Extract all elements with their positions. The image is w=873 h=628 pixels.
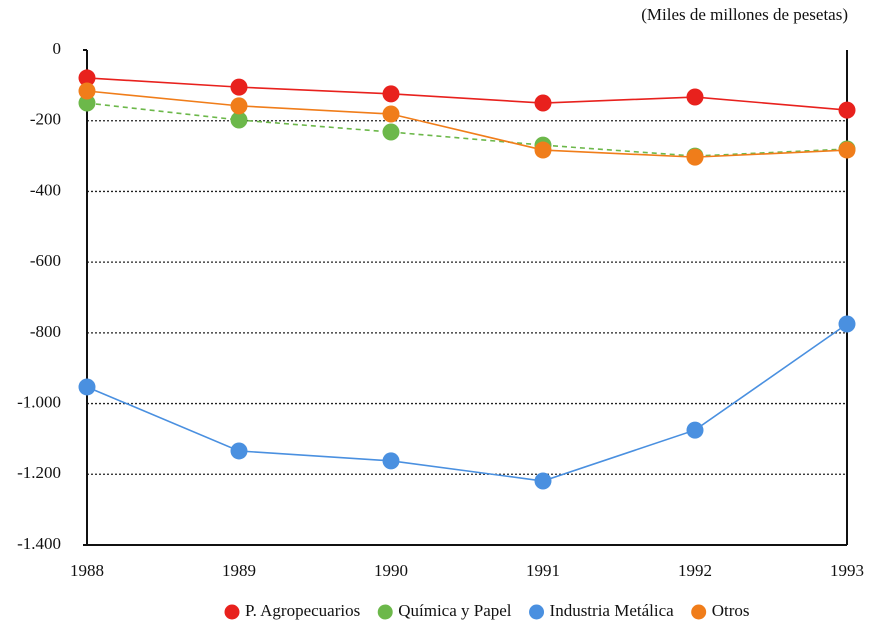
y-tick-label: -800: [30, 322, 61, 341]
data-point: [838, 315, 856, 333]
data-point: [230, 97, 248, 115]
x-tick-label: 1992: [678, 561, 712, 580]
data-point: [382, 85, 400, 103]
data-point: [534, 141, 552, 159]
data-point: [382, 105, 400, 123]
x-tick-label: 1990: [374, 561, 408, 580]
series: [78, 315, 856, 490]
data-point: [686, 421, 704, 439]
data-point: [382, 452, 400, 470]
data-point: [686, 88, 704, 106]
data-point: [78, 94, 96, 112]
series: [78, 69, 856, 119]
data-point: [230, 78, 248, 96]
legend-label: Otros: [712, 601, 750, 620]
y-tick-label: -1.000: [17, 392, 61, 411]
data-point: [382, 123, 400, 141]
legend-label: Industria Metálica: [550, 601, 675, 620]
data-point: [838, 101, 856, 119]
data-point: [686, 148, 704, 166]
data-point: [230, 111, 248, 129]
data-point: [534, 94, 552, 112]
legend-label: Química y Papel: [398, 601, 512, 620]
legend-marker: [529, 604, 545, 620]
legend-label: P. Agropecuarios: [245, 601, 360, 620]
data-point: [838, 141, 856, 159]
series-line: [86, 323, 848, 482]
series-line: [86, 102, 848, 157]
x-tick-label: 1993: [830, 561, 864, 580]
x-tick-label: 1989: [222, 561, 256, 580]
data-point: [78, 82, 96, 100]
y-tick-label: -1.400: [17, 534, 61, 553]
y-tick-label: -1.200: [17, 463, 61, 482]
series: [78, 94, 856, 165]
data-point: [78, 69, 96, 87]
legend-marker: [691, 604, 707, 620]
data-point: [230, 442, 248, 460]
x-tick-label: 1991: [526, 561, 560, 580]
series-line: [86, 77, 848, 111]
chart-subtitle: (Miles de millones de pesetas): [641, 5, 848, 24]
y-tick-label: 0: [53, 39, 62, 58]
y-tick-label: -200: [30, 110, 61, 129]
y-tick-label: -600: [30, 251, 61, 270]
y-tick-label: -400: [30, 180, 61, 199]
legend-marker: [377, 604, 393, 620]
data-point: [534, 472, 552, 490]
series-line: [86, 90, 848, 158]
legend-marker: [224, 604, 240, 620]
data-point: [78, 378, 96, 396]
series: [78, 82, 856, 166]
legend: P. Agropecuarios Química y Papel Industria…: [224, 601, 750, 620]
x-tick-label: 1988: [70, 561, 104, 580]
